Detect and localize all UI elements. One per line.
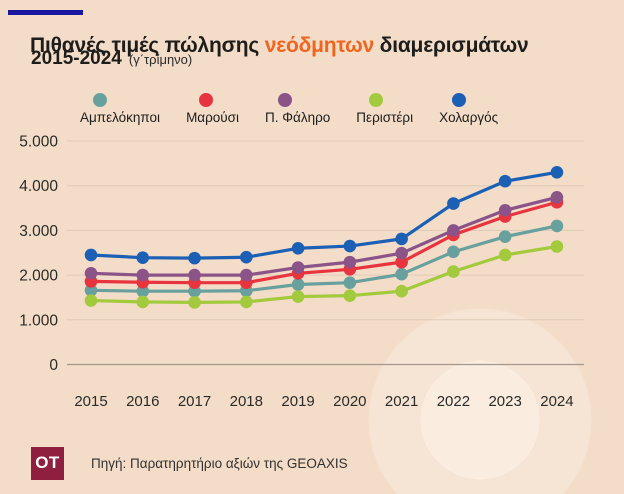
- data-point: [447, 224, 460, 237]
- series-line: [89, 200, 559, 285]
- ot-logo: OT: [31, 446, 64, 480]
- x-tick-label: 2023: [488, 393, 521, 410]
- legend-item-2: Μαρούσι: [186, 93, 239, 125]
- data-point: [240, 268, 253, 282]
- title-part1: Πιθανές τιμές πώλησης: [30, 34, 265, 58]
- y-tick-label: 0: [49, 357, 58, 374]
- x-tick-label: 2018: [230, 393, 263, 410]
- data-point: [84, 283, 98, 297]
- series-line: [89, 170, 559, 260]
- data-point: [240, 250, 253, 264]
- data-point: [550, 165, 564, 179]
- subtitle: 2015-2024 (γ΄τρίμηνο): [31, 48, 192, 70]
- x-tick-label: 2021: [385, 393, 418, 410]
- data-point: [291, 261, 305, 274]
- data-point: [84, 294, 98, 307]
- data-point: [550, 191, 564, 204]
- data-point: [395, 232, 408, 246]
- data-point: [447, 245, 460, 259]
- x-tick-label: 2016: [126, 393, 159, 410]
- legend-item-5: Χολαργός: [439, 93, 498, 125]
- data-point: [84, 248, 98, 262]
- legend-dot: [369, 93, 384, 107]
- data-point: [498, 203, 512, 217]
- data-point: [395, 284, 408, 298]
- data-point: [240, 295, 253, 309]
- y-tick-label: 1.000: [19, 312, 58, 329]
- legend-item-1: Αμπελόκηποι: [80, 93, 160, 125]
- y-tick-label: 4.000: [19, 178, 58, 195]
- line-chart: 0 1.000 2.000 3.000 4.000 5.000 2015 2016 2017 20…: [19, 134, 584, 410]
- legend-label: Π. Φάληρο: [265, 110, 331, 125]
- data-point: [188, 268, 201, 282]
- chart-area: 0 1.000 2.000 3.000 4.000 5.000 2015 2016 2017 20…: [0, 130, 624, 422]
- legend-dot: [199, 93, 214, 107]
- data-point: [447, 265, 460, 278]
- data-point: [136, 284, 150, 298]
- title-highlight: νεόδμητων: [264, 34, 375, 58]
- legend-label: Περιστέρι: [356, 110, 414, 125]
- data-point: [395, 255, 408, 269]
- data-point: [343, 289, 357, 302]
- series-line: [89, 224, 559, 293]
- data-point: [136, 268, 150, 282]
- x-tick-label: 2017: [178, 393, 211, 410]
- data-point: [188, 296, 201, 309]
- y-tick-label: 2.000: [19, 268, 58, 285]
- data-point: [343, 239, 357, 253]
- source-text: Πηγή: Παρατηρητήριο αξιών της GEOAXIS: [91, 455, 348, 471]
- data-point: [291, 278, 305, 291]
- data-point: [498, 230, 512, 243]
- x-tick-label: 2020: [333, 393, 366, 410]
- data-point: [498, 248, 512, 262]
- data-point: [136, 251, 150, 264]
- series-line: [89, 244, 559, 304]
- subtitle-years: 2015-2024: [31, 48, 122, 69]
- data-point: [395, 246, 408, 260]
- data-point: [498, 174, 512, 188]
- legend-label: Αμπελόκηποι: [80, 110, 161, 125]
- legend-label: Χολαργός: [439, 110, 499, 125]
- data-point: [447, 197, 460, 210]
- legend-item-4: Περιστέρι: [356, 93, 413, 125]
- data-point: [395, 267, 408, 281]
- data-point: [550, 219, 564, 233]
- subtitle-period-note: (γ΄τρίμηνο): [128, 52, 193, 67]
- legend-label: Μαρούσι: [186, 110, 240, 125]
- footer: OT Πηγή: Παρατηρητήριο αξιών της GEOAXIS: [31, 443, 604, 483]
- legend-dot: [278, 93, 293, 107]
- page-title: Πιθανές τιμές πώλησης νεόδμητων διαμερισ…: [30, 34, 605, 58]
- y-tick-label: 3.000: [19, 223, 58, 240]
- x-tick-label: 2024: [540, 393, 573, 410]
- y-tick-label: 5.000: [19, 134, 58, 151]
- data-point: [136, 295, 150, 309]
- accent-bar: [8, 10, 83, 15]
- data-point: [550, 240, 564, 253]
- data-point: [343, 276, 357, 289]
- legend-item-3: Π. Φάληρο: [265, 93, 330, 125]
- data-point: [84, 267, 98, 280]
- data-point: [343, 255, 357, 269]
- title-part2: διαμερισμάτων: [374, 34, 529, 58]
- x-tick-label: 2019: [281, 393, 314, 410]
- legend-dot: [452, 93, 467, 107]
- data-point: [291, 241, 305, 255]
- x-tick-label: 2022: [437, 393, 470, 410]
- legend-dot: [93, 93, 107, 107]
- series-line: [89, 195, 559, 277]
- data-point: [291, 290, 305, 303]
- chart-legend: Αμπελόκηποι Μαρούσι Π. Φάληρο Περιστέρι Χολα…: [80, 93, 604, 125]
- data-point: [188, 251, 201, 265]
- x-tick-label: 2015: [74, 393, 107, 410]
